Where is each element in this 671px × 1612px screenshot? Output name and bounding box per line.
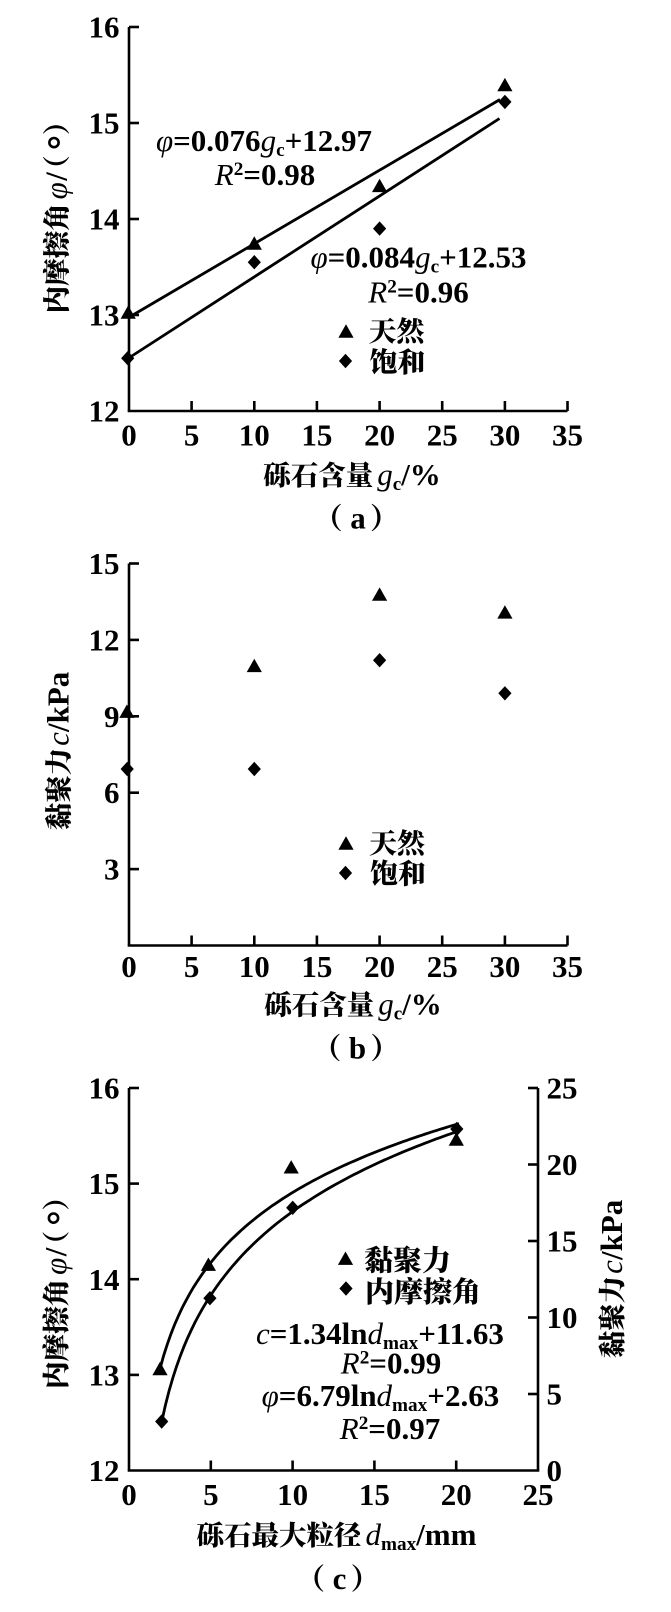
svg-text:30: 30 [489,949,520,984]
svg-text:=0.97: =0.97 [368,1411,440,1446]
svg-text:=0.99: =0.99 [369,1346,441,1381]
svg-text:10: 10 [277,1477,308,1512]
svg-text:R: R [340,1346,360,1381]
svg-text:d: d [366,1517,382,1552]
svg-text:0: 0 [121,1477,137,1512]
svg-text:g: g [378,987,394,1022]
svg-text:/kPa: /kPa [594,1199,629,1261]
svg-text:c: c [393,474,402,495]
svg-text:a: a [350,501,366,536]
svg-text:15: 15 [301,418,332,453]
svg-text:20: 20 [547,1147,578,1182]
svg-text:φ: φ [156,123,173,158]
svg-text:15: 15 [89,106,120,141]
svg-text:20: 20 [441,1477,472,1512]
svg-text:max: max [392,1395,428,1416]
svg-text:R: R [367,275,387,310]
svg-text:16: 16 [89,10,120,45]
svg-text:0: 0 [121,949,137,984]
svg-text:=0.076: =0.076 [173,123,260,158]
svg-text:16: 16 [89,1071,120,1106]
svg-text:10: 10 [239,418,270,453]
svg-text:2: 2 [359,1413,369,1434]
svg-text:+2.63: +2.63 [427,1378,499,1413]
svg-text:14: 14 [89,202,120,237]
svg-text:/kPa: /kPa [41,671,76,733]
svg-text:20: 20 [364,418,395,453]
svg-text:2: 2 [387,277,397,298]
svg-text:10: 10 [547,1300,578,1335]
svg-text:c: c [394,1004,403,1025]
svg-text:=0.084: =0.084 [328,240,415,275]
svg-text:c: c [333,1561,347,1596]
svg-text:5: 5 [184,949,200,984]
svg-text:13: 13 [89,298,120,333]
svg-text:9: 9 [104,699,120,734]
svg-text:c: c [276,140,285,161]
svg-text:c: c [256,1316,270,1351]
svg-text:=6.79ln: =6.79ln [279,1378,377,1413]
svg-text:/mm: /mm [415,1517,476,1552]
svg-text:3: 3 [104,852,120,887]
svg-text:13: 13 [89,1357,120,1392]
svg-text:d: d [368,1316,384,1351]
svg-text:R: R [214,157,234,192]
svg-text:φ: φ [38,1258,73,1275]
svg-text:=0.98: =0.98 [243,157,315,192]
svg-text:30: 30 [489,418,520,453]
svg-text:12: 12 [89,394,120,429]
svg-text:b: b [349,1031,366,1066]
svg-text:5: 5 [547,1377,563,1412]
svg-text:5: 5 [184,418,200,453]
svg-text:/%: /% [400,457,441,492]
svg-text:max: max [381,1534,417,1555]
svg-text:10: 10 [239,949,270,984]
svg-text:/: / [38,1247,73,1257]
svg-text:15: 15 [89,1166,120,1201]
svg-text:14: 14 [89,1262,120,1297]
svg-text:25: 25 [427,418,458,453]
svg-text:12: 12 [89,622,120,657]
svg-text:φ: φ [311,240,328,275]
svg-text:6: 6 [104,775,120,810]
svg-text:35: 35 [552,949,583,984]
svg-text:+11.63: +11.63 [418,1316,504,1351]
svg-text:c: c [594,1260,629,1274]
svg-text:25: 25 [523,1477,554,1512]
svg-text:φ: φ [39,182,74,199]
svg-text:35: 35 [552,418,583,453]
svg-text:25: 25 [547,1071,578,1106]
svg-text:=0.96: =0.96 [397,275,469,310]
svg-text:R: R [339,1411,359,1446]
svg-text:+12.97: +12.97 [285,123,372,158]
svg-text:5: 5 [203,1477,219,1512]
svg-text:15: 15 [89,546,120,581]
svg-text:φ: φ [262,1378,279,1413]
svg-text:g: g [377,457,393,492]
svg-text:=1.34ln: =1.34ln [270,1316,368,1351]
svg-text:15: 15 [547,1224,578,1259]
svg-text:g: g [261,123,277,158]
svg-text:max: max [383,1333,419,1354]
svg-text:0: 0 [547,1453,563,1488]
svg-text:25: 25 [427,949,458,984]
svg-text:c: c [41,732,76,746]
svg-text:g: g [415,240,431,275]
svg-text:d: d [377,1378,393,1413]
svg-text:15: 15 [301,949,332,984]
svg-text:2: 2 [360,1348,370,1369]
svg-text:15: 15 [359,1477,390,1512]
svg-text:12: 12 [89,1453,120,1488]
svg-text:/: / [39,172,74,182]
svg-text:2: 2 [234,159,244,180]
svg-text:0: 0 [121,418,137,453]
svg-text:20: 20 [364,949,395,984]
svg-text:c: c [431,257,440,278]
svg-text:+12.53: +12.53 [439,240,526,275]
svg-text:/%: /% [401,987,442,1022]
